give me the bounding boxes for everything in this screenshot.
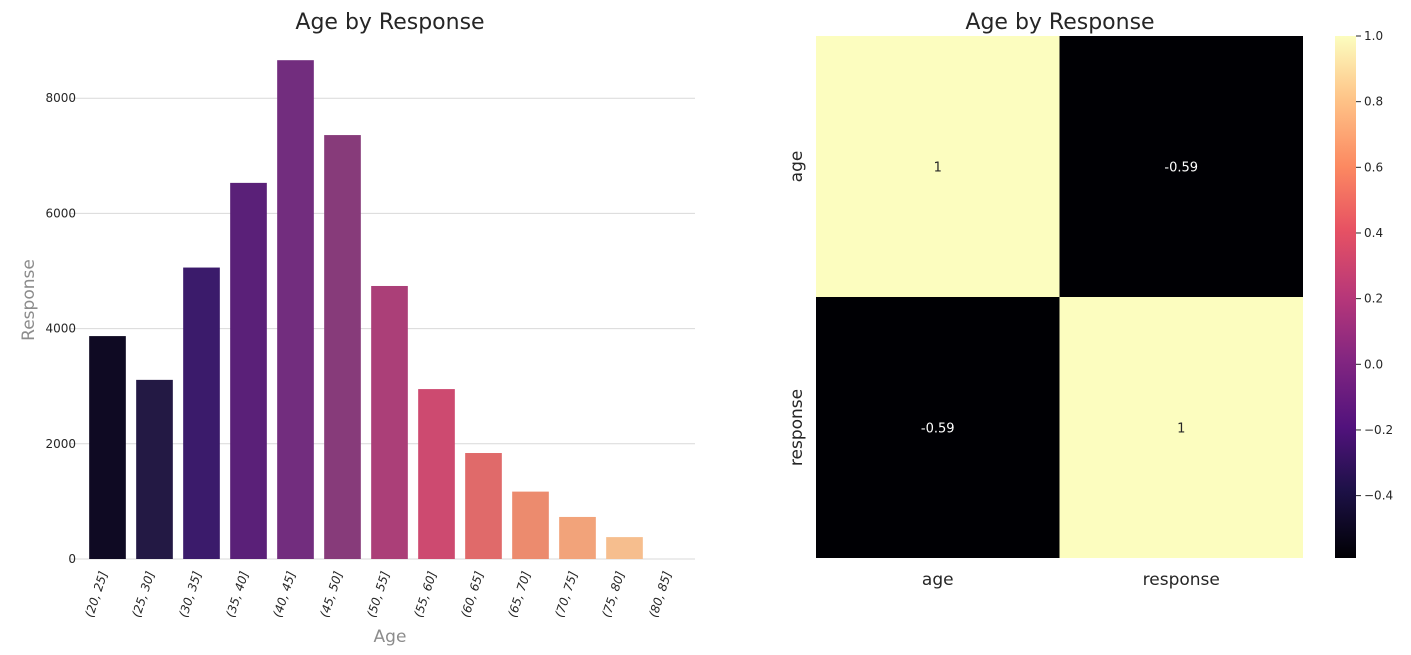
- bar-y-tick-label: 8000: [45, 91, 76, 105]
- bar: [277, 60, 314, 560]
- bar-chart-x-ticks: (20, 25] (25, 30] (30, 35] (35, 40] (40, 45]…: [82, 569, 674, 619]
- bar-chart-y-axis-label: Response: [19, 259, 39, 341]
- bar-y-tick-label: 4000: [45, 322, 76, 336]
- heatmap-cell-annotation: 1: [934, 161, 942, 176]
- colorbar-tick-label: 0.4: [1364, 226, 1383, 240]
- bar: [183, 267, 220, 559]
- bar: [418, 389, 455, 559]
- heatmap-y-tick-label: response: [787, 389, 807, 466]
- bar: [136, 379, 173, 559]
- heatmap-cell: [1059, 36, 1303, 297]
- colorbar-tick-label: 0.0: [1364, 357, 1383, 371]
- bar-chart-y-ticks: 0 2000 4000 6000 8000: [45, 91, 76, 566]
- bar-chart-title: Age by Response: [295, 10, 484, 35]
- bar: [465, 453, 502, 559]
- bar-y-tick-label: 0: [68, 552, 76, 566]
- bar-x-tick-label: (50, 55]: [364, 569, 392, 619]
- colorbar-tick-label: −0.2: [1364, 423, 1393, 437]
- bar-x-tick-label: (40, 45]: [270, 569, 298, 619]
- heatmap-cell: [1059, 297, 1303, 558]
- heatmap-x-tick-label: response: [1143, 570, 1220, 590]
- heatmap-cells: [816, 36, 1303, 558]
- colorbar: [1335, 36, 1356, 558]
- colorbar-tick-label: 1.0: [1364, 29, 1383, 43]
- heatmap-axis-labels: age response age response: [787, 151, 1220, 590]
- bar-x-tick-label: (45, 50]: [317, 569, 345, 619]
- bar-y-tick-label: 6000: [45, 206, 76, 220]
- bar-x-tick-label: (30, 35]: [176, 569, 204, 619]
- bar: [371, 285, 408, 559]
- bar: [324, 135, 361, 559]
- colorbar-ticks: 1.0 0.8 0.6 0.4 0.2 0.0 −0.2 −0.4: [1356, 29, 1393, 503]
- bar-chart-x-axis-label: Age: [374, 627, 407, 647]
- bar-x-tick-label: (65, 70]: [505, 569, 533, 619]
- colorbar-tick-label: 0.6: [1364, 160, 1383, 174]
- colorbar-tick-label: 0.8: [1364, 95, 1383, 109]
- bar: [606, 537, 643, 559]
- bar-x-tick-label: (60, 65]: [458, 569, 486, 619]
- bar: [559, 516, 596, 559]
- bar-x-tick-label: (80, 85]: [646, 569, 674, 619]
- heatmap-chart: Age by Response 1 -0.59 -0.59 1 age response…: [787, 10, 1393, 590]
- bar-chart: Age by Response 0 2000 4000 6000 8000 (20, 2…: [19, 10, 695, 647]
- bar-x-tick-label: (75, 80]: [599, 569, 627, 619]
- bar-x-tick-label: (55, 60]: [411, 569, 439, 619]
- bar-chart-bars: [89, 60, 643, 560]
- heatmap-annotations: 1 -0.59 -0.59 1: [921, 161, 1198, 437]
- colorbar-tick-label: 0.2: [1364, 292, 1383, 306]
- bar: [89, 336, 126, 559]
- heatmap-y-tick-label: age: [787, 151, 807, 183]
- heatmap-cell-annotation: -0.59: [1164, 161, 1198, 176]
- heatmap-cell-annotation: -0.59: [921, 422, 955, 437]
- bar-x-tick-label: (70, 75]: [552, 569, 580, 619]
- bar-x-tick-label: (25, 30]: [129, 569, 157, 619]
- bar-x-tick-label: (35, 40]: [223, 569, 251, 619]
- bar-x-tick-label: (20, 25]: [82, 569, 110, 619]
- bar-y-tick-label: 2000: [45, 437, 76, 451]
- heatmap-x-tick-label: age: [922, 570, 954, 590]
- heatmap-title: Age by Response: [965, 10, 1154, 35]
- heatmap-cell-annotation: 1: [1177, 422, 1185, 437]
- bar: [230, 182, 267, 559]
- colorbar-tick-label: −0.4: [1364, 489, 1393, 503]
- heatmap-cell: [816, 297, 1060, 558]
- bar: [512, 491, 549, 559]
- heatmap-cell: [816, 36, 1060, 297]
